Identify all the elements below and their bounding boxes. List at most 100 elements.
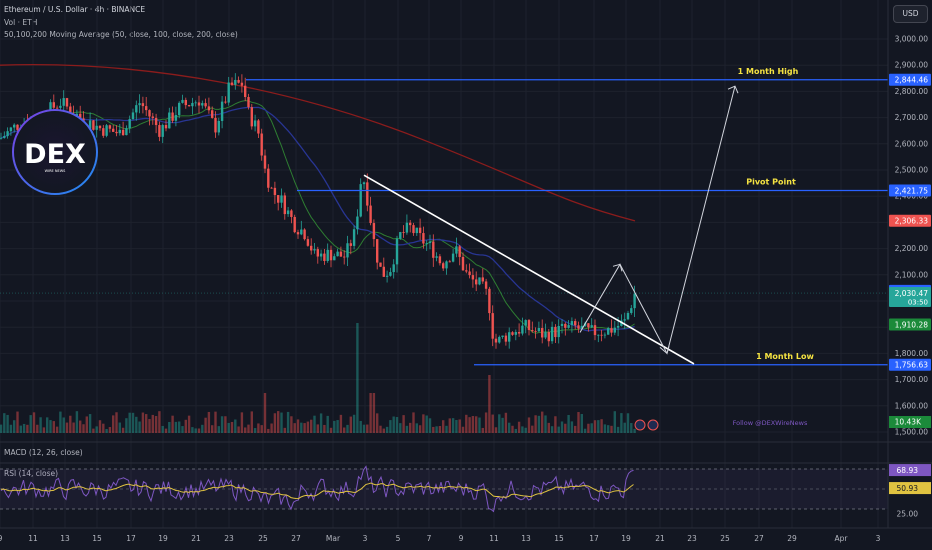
volume-bar (303, 423, 306, 433)
volume-bar (478, 417, 481, 433)
volume-bar (541, 411, 544, 433)
candle-body (524, 320, 527, 326)
candle-body (306, 239, 310, 246)
volume-bar (230, 421, 234, 433)
rsi-ma-label: 50.93 (897, 484, 919, 493)
x-tick-label: 9 (459, 534, 464, 543)
overlays: 1 Month High Pivot Point 1 Month Low Follow… (0, 67, 888, 431)
candle-body (475, 279, 478, 285)
candle-body (267, 168, 270, 188)
volume-bar (412, 412, 415, 433)
volume-bar (240, 412, 244, 433)
price-tag (889, 358, 931, 371)
volume-bar (534, 415, 537, 433)
rsi-label: RSI (14, close) (4, 469, 58, 478)
volume-bar (263, 393, 267, 433)
candle-body (92, 120, 95, 130)
candle-body (244, 85, 247, 98)
volume-bar (39, 417, 42, 433)
volume-tag-label: 10.43K (895, 418, 922, 427)
x-tick-label: Mar (326, 534, 341, 543)
candle-body (607, 328, 610, 335)
volume-bar (372, 393, 376, 433)
volume-bar (339, 414, 343, 433)
candle-body (52, 102, 55, 108)
x-tick-label: 11 (489, 534, 499, 543)
y-tick-label: 1,800.00 (895, 349, 929, 358)
candle-body (623, 319, 626, 321)
candle-body (283, 195, 286, 215)
volume-bar (85, 416, 88, 433)
candle-body (484, 281, 488, 289)
volume-bar (3, 413, 6, 433)
volume-bar (630, 423, 633, 433)
volume-bar (461, 426, 465, 433)
candle-body (191, 102, 194, 107)
rsi-line (0, 465, 634, 513)
volume-bar (395, 417, 399, 433)
volume-bar (161, 425, 164, 433)
volume-bar (554, 416, 557, 433)
candle-body (178, 102, 181, 116)
y-tick-label: 2,100.00 (895, 270, 929, 279)
rsi-ma-tag (889, 482, 931, 495)
candle-body (580, 325, 583, 329)
volume-bar (442, 420, 445, 433)
volume-bar (600, 419, 603, 433)
candle-body (125, 128, 128, 136)
volume-bar (369, 393, 372, 433)
candle-body (412, 225, 415, 234)
candle-body (161, 125, 164, 137)
volume-bar (237, 426, 240, 433)
candle-body (187, 105, 191, 107)
y-tick-label: 2,900.00 (895, 61, 929, 70)
candle-body (494, 338, 498, 343)
volume-bar (36, 424, 39, 433)
volume-bar (488, 375, 491, 433)
candle-body (587, 323, 590, 328)
candle-body (6, 131, 9, 137)
candle-body (534, 331, 537, 332)
volume-bar (508, 422, 511, 433)
volume-bar (168, 421, 171, 433)
volume-tag (889, 416, 931, 428)
candle-body (62, 98, 65, 106)
candle-body (59, 105, 62, 108)
candle-body (389, 272, 392, 276)
price-tag (889, 73, 931, 86)
volume-bar (323, 424, 326, 433)
candle-body (593, 325, 597, 336)
volume-bar (174, 421, 178, 433)
candle-body (154, 117, 158, 126)
volume-bar (29, 415, 32, 433)
x-tick-label: 3 (363, 534, 368, 543)
candle-body (570, 321, 574, 326)
currency-button[interactable]: USD (893, 5, 928, 23)
candle-body (352, 229, 356, 246)
volume-bar (389, 420, 392, 433)
volume-bar (250, 411, 253, 433)
volume-bar (603, 424, 607, 433)
price-tag (889, 287, 931, 308)
volume-bar (187, 415, 191, 433)
x-tick-label: 27 (291, 534, 301, 543)
x-tick-label: 7 (427, 534, 432, 543)
volume-bar (98, 420, 102, 433)
volume-bar (379, 425, 382, 433)
x-tick-label: 11 (28, 534, 38, 543)
candle-body (405, 222, 409, 233)
volume-bar (428, 418, 432, 433)
candle-body (204, 103, 207, 107)
candle-body (517, 332, 521, 334)
candle-body (468, 271, 471, 276)
volume-bar (204, 417, 207, 433)
candle-body (240, 82, 244, 86)
candle-body (257, 120, 260, 134)
volume-bar (405, 425, 409, 433)
candle-body (286, 210, 290, 215)
volume-bar (19, 425, 22, 433)
volume-bar (537, 415, 541, 433)
x-tick-label: 29 (787, 534, 797, 543)
